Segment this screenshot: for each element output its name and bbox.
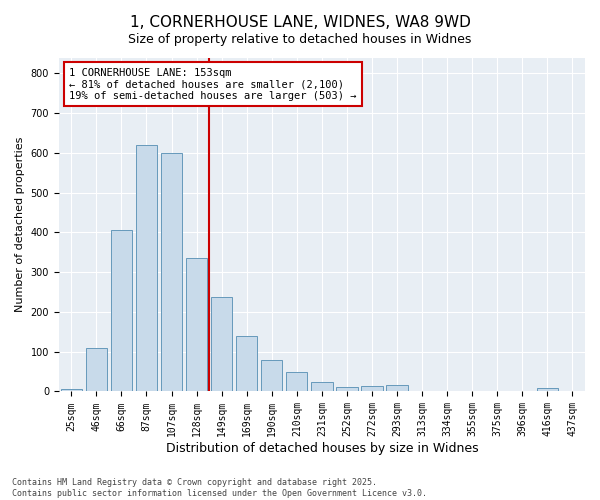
Bar — [537, 388, 558, 392]
Bar — [86, 348, 107, 392]
Y-axis label: Number of detached properties: Number of detached properties — [15, 137, 25, 312]
Bar — [386, 385, 408, 392]
Bar — [136, 145, 157, 392]
Text: 1 CORNERHOUSE LANE: 153sqm
← 81% of detached houses are smaller (2,100)
19% of s: 1 CORNERHOUSE LANE: 153sqm ← 81% of deta… — [70, 68, 357, 100]
Bar — [236, 336, 257, 392]
Bar — [336, 387, 358, 392]
Text: Contains HM Land Registry data © Crown copyright and database right 2025.
Contai: Contains HM Land Registry data © Crown c… — [12, 478, 427, 498]
Bar — [361, 386, 383, 392]
Bar — [61, 390, 82, 392]
X-axis label: Distribution of detached houses by size in Widnes: Distribution of detached houses by size … — [166, 442, 478, 455]
Text: Size of property relative to detached houses in Widnes: Size of property relative to detached ho… — [128, 32, 472, 46]
Bar — [186, 258, 207, 392]
Bar — [311, 382, 332, 392]
Bar — [111, 230, 132, 392]
Text: 1, CORNERHOUSE LANE, WIDNES, WA8 9WD: 1, CORNERHOUSE LANE, WIDNES, WA8 9WD — [130, 15, 470, 30]
Bar — [161, 153, 182, 392]
Bar — [211, 297, 232, 392]
Bar — [412, 390, 433, 392]
Bar — [286, 372, 307, 392]
Bar — [261, 360, 283, 392]
